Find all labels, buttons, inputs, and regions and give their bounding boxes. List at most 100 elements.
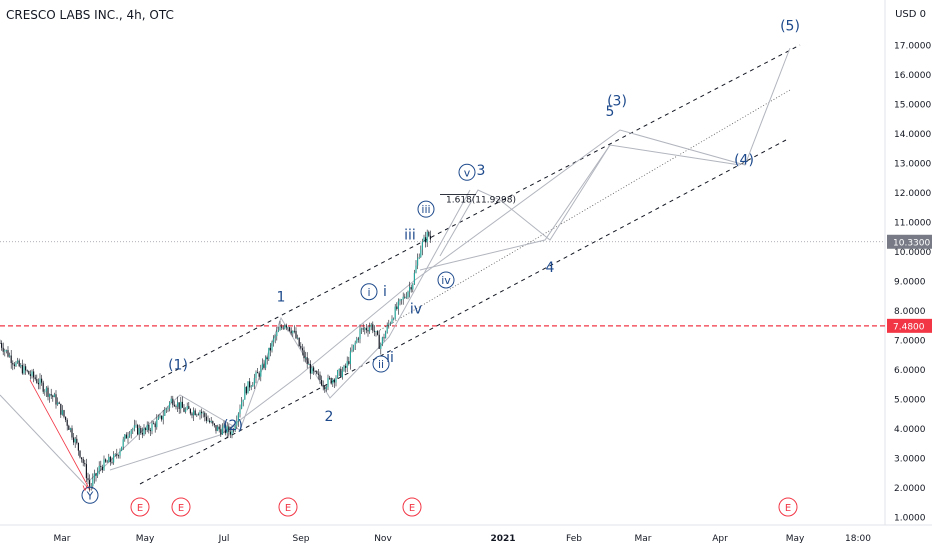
candle-body bbox=[293, 330, 295, 332]
wave-label-circle bbox=[372, 355, 390, 373]
candle-body bbox=[279, 326, 281, 331]
candle-body bbox=[60, 403, 62, 415]
candle-body bbox=[175, 406, 177, 408]
candle-body bbox=[117, 455, 119, 457]
candle-body bbox=[26, 370, 28, 372]
candle-body bbox=[151, 423, 153, 432]
candle-body bbox=[385, 332, 387, 339]
candle-body bbox=[332, 379, 334, 384]
candle-body bbox=[285, 325, 287, 328]
candle-body bbox=[225, 425, 227, 434]
candle-body bbox=[405, 297, 407, 299]
candle-body bbox=[140, 427, 142, 433]
candle-body bbox=[298, 337, 300, 346]
candle-body bbox=[313, 367, 315, 371]
candle-body bbox=[356, 338, 358, 343]
candle-body bbox=[178, 402, 180, 409]
candle-body bbox=[199, 411, 201, 415]
wave-label: (4) bbox=[734, 152, 754, 168]
candle-body bbox=[31, 371, 33, 376]
wave-label: (2) bbox=[223, 418, 243, 434]
candle-body bbox=[93, 473, 95, 479]
wave-label: iii bbox=[404, 228, 416, 244]
candle-body bbox=[100, 465, 102, 467]
wave-label: 3 bbox=[477, 163, 486, 179]
symbol-title: CRESCO LABS INC., 4h, OTC bbox=[6, 8, 174, 22]
candle-body bbox=[4, 350, 6, 352]
candle-body bbox=[188, 406, 190, 409]
candle-body bbox=[52, 395, 54, 398]
candle-body bbox=[375, 331, 377, 332]
candle-body bbox=[370, 324, 372, 328]
candle-body bbox=[404, 296, 406, 298]
candle-body bbox=[297, 337, 299, 339]
candle-body bbox=[317, 373, 319, 375]
candle-body bbox=[399, 299, 401, 302]
time-tick-label: May bbox=[786, 534, 805, 544]
wave-label: v bbox=[82, 483, 88, 493]
candle-body bbox=[164, 410, 166, 416]
candle-body bbox=[28, 371, 30, 375]
candle-body bbox=[428, 231, 430, 236]
currency-label[interactable]: USD 0 bbox=[895, 9, 926, 20]
candle-body bbox=[34, 377, 36, 380]
candle-body bbox=[429, 235, 431, 240]
time-tick-label: Mar bbox=[54, 534, 71, 544]
candle-body bbox=[159, 415, 161, 418]
candle-body bbox=[201, 411, 203, 414]
candle-body bbox=[122, 439, 124, 447]
candle-body bbox=[233, 430, 235, 432]
candle-body bbox=[210, 421, 212, 423]
earnings-label: E bbox=[285, 503, 291, 514]
wave-label: 5 bbox=[606, 104, 615, 120]
last-price-tag-label: 10.3300 bbox=[893, 238, 930, 248]
candle-body bbox=[15, 362, 17, 366]
candle-body bbox=[2, 347, 4, 352]
candle-body bbox=[61, 410, 63, 415]
candle-body bbox=[12, 363, 14, 365]
candle-body bbox=[37, 382, 39, 385]
candle-body bbox=[124, 434, 126, 440]
candle-body bbox=[9, 355, 11, 357]
candle-body bbox=[273, 338, 275, 342]
candle-body bbox=[311, 367, 313, 374]
candle-body bbox=[167, 407, 169, 410]
candle-body bbox=[260, 368, 262, 377]
candle-body bbox=[391, 318, 393, 324]
candle-body bbox=[369, 327, 371, 332]
earnings-marker bbox=[130, 497, 150, 517]
candle-body bbox=[172, 398, 174, 405]
price-tick-label: 6.0000 bbox=[894, 366, 926, 376]
price-tick-label: 14.0000 bbox=[894, 130, 931, 140]
candle-body bbox=[345, 365, 347, 368]
candle-body bbox=[309, 364, 311, 374]
wave-label: 1 bbox=[277, 290, 286, 306]
candle-body bbox=[212, 421, 214, 424]
candle-body bbox=[161, 415, 163, 420]
candle-body bbox=[276, 331, 278, 337]
time-tick-label: Nov bbox=[374, 534, 392, 544]
candle-body bbox=[420, 249, 422, 258]
wave-label-circle bbox=[81, 486, 99, 504]
wave-projection-line bbox=[439, 144, 741, 257]
candle-body bbox=[68, 425, 70, 430]
candle-body bbox=[7, 350, 9, 357]
candle-body bbox=[255, 372, 257, 379]
candle-body bbox=[253, 378, 255, 385]
candle-body bbox=[65, 416, 67, 420]
candle-body bbox=[316, 371, 318, 374]
candle-body bbox=[79, 450, 81, 458]
earnings-marker bbox=[171, 497, 191, 517]
candle-body bbox=[381, 337, 383, 345]
candle-body bbox=[364, 328, 366, 330]
time-tick-label: May bbox=[136, 534, 155, 544]
candle-body bbox=[149, 430, 151, 432]
candle-body bbox=[308, 364, 310, 365]
candle-body bbox=[170, 398, 172, 403]
wave-label: 4 bbox=[546, 260, 555, 276]
candle-body bbox=[372, 324, 374, 331]
candle-body bbox=[237, 413, 239, 422]
candle-body bbox=[287, 327, 289, 329]
